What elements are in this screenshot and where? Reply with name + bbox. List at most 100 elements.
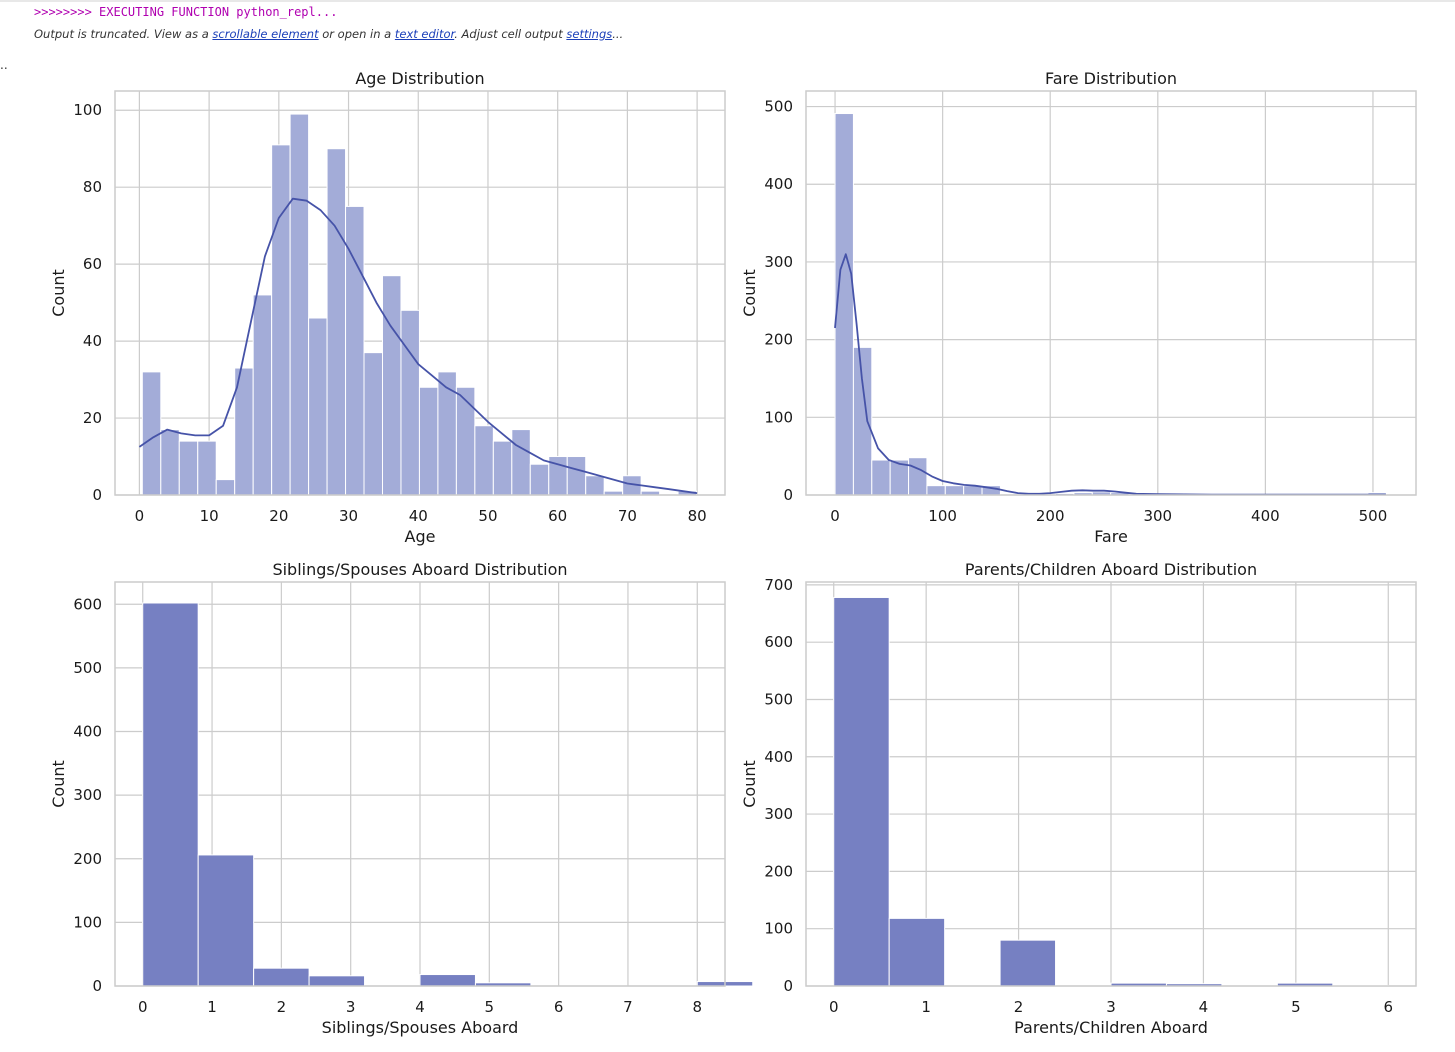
chart-1-x-tick-label: 30 xyxy=(339,507,358,525)
settings-link[interactable]: settings xyxy=(566,27,613,41)
chart-3-y-tick-label: 500 xyxy=(73,659,102,677)
chart-1-histogram-bar xyxy=(141,371,162,496)
notice-mid2: . Adjust cell output xyxy=(454,27,567,41)
chart-1-x-axis-label: Age xyxy=(405,527,436,546)
scrollable-element-link[interactable]: scrollable element xyxy=(212,27,319,41)
chart-2-y-tick-label: 400 xyxy=(764,175,793,193)
text-editor-link[interactable]: text editor xyxy=(394,27,455,41)
executing-function-line: >>>>>>>> EXECUTING FUNCTION python_repl.… xyxy=(34,5,338,19)
chart-3-x-tick-label: 8 xyxy=(692,998,702,1016)
chart-3-histogram-bar xyxy=(308,975,366,987)
chart-4-y-tick-label: 300 xyxy=(764,805,793,823)
chart-1-x-tick-label: 60 xyxy=(548,507,567,525)
chart-1-histogram-bar xyxy=(585,475,605,496)
chart-1-histogram-bar xyxy=(529,463,550,496)
chart-4-y-tick-label: 400 xyxy=(764,748,793,766)
chart-1-histogram-bar xyxy=(160,429,180,496)
chart-3-y-tick-label: 100 xyxy=(73,913,102,931)
chart-4-histogram-bar xyxy=(888,917,946,987)
chart-2-plot-frame xyxy=(805,90,1417,496)
chart-1-x-tick-label: 80 xyxy=(688,507,707,525)
chart-4-x-tick-label: 6 xyxy=(1383,998,1393,1016)
chart-2-histogram-bar xyxy=(908,457,928,496)
chart-2-x-tick-label: 400 xyxy=(1251,507,1280,525)
chart-2-x-tick-label: 300 xyxy=(1143,507,1172,525)
chart-4-y-tick-label: 100 xyxy=(764,920,793,938)
chart-3-y-tick-label: 200 xyxy=(73,850,102,868)
chart-1-histogram-bar xyxy=(178,440,199,496)
notice-mid: or open in a xyxy=(318,27,395,41)
chart-3-y-tick-label: 0 xyxy=(92,977,102,995)
chart-2-y-axis-label: Count xyxy=(740,269,759,317)
chart-1-y-tick-label: 20 xyxy=(83,409,102,427)
chart-1-y-tick-label: 100 xyxy=(73,101,102,119)
chart-1-y-tick-label: 40 xyxy=(83,332,102,350)
chart-1-x-tick-label: 40 xyxy=(409,507,428,525)
chart-1-y-axis-label: Count xyxy=(49,269,68,317)
chart-1-x-tick-label: 20 xyxy=(269,507,288,525)
output-truncated-notice: Output is truncated. View as a scrollabl… xyxy=(34,27,623,41)
chart-4-x-tick-label: 4 xyxy=(1199,998,1209,1016)
chart-1-y-tick-label: 0 xyxy=(92,486,102,504)
chart-4-y-tick-label: 500 xyxy=(764,690,793,708)
chart-1-histogram-bar xyxy=(566,456,587,496)
chart-1-histogram-bar xyxy=(437,371,457,496)
chart-2-histogram-bar xyxy=(852,346,873,496)
chart-1-histogram-bar xyxy=(381,275,402,496)
chart-2-histogram-bar xyxy=(926,485,946,496)
chart-1-histogram-bar xyxy=(289,113,310,496)
chart-1-histogram-bar xyxy=(492,440,513,496)
chart-3-x-tick-label: 0 xyxy=(138,998,148,1016)
chart-2-y-tick-label: 0 xyxy=(783,486,793,504)
chart-3-title: Siblings/Spouses Aboard Distribution xyxy=(272,560,567,579)
chart-2-y-tick-label: 500 xyxy=(764,98,793,116)
chart-3-x-tick-label: 3 xyxy=(346,998,356,1016)
chart-1-title: Age Distribution xyxy=(355,69,484,88)
chart-4-x-axis-label: Parents/Children Aboard xyxy=(1014,1018,1208,1037)
chart-1-histogram-bar xyxy=(400,309,420,496)
chart-1-histogram-bar xyxy=(418,386,439,496)
chart-3-x-tick-label: 5 xyxy=(485,998,495,1016)
chart-4-title: Parents/Children Aboard Distribution xyxy=(965,560,1257,579)
chart-3-x-tick-label: 6 xyxy=(554,998,564,1016)
chart-2-y-tick-label: 100 xyxy=(764,408,793,426)
chart-2-x-tick-label: 100 xyxy=(928,507,957,525)
chart-3-y-tick-label: 300 xyxy=(73,786,102,804)
chart-1-histogram-bar xyxy=(511,429,531,496)
chart-1-histogram-bar xyxy=(197,440,217,496)
chart-1-histogram-bar xyxy=(252,294,273,496)
chart-3-histogram-bar xyxy=(253,967,310,987)
chart-4-histogram-bar xyxy=(833,596,890,987)
notice-suffix: ... xyxy=(612,27,624,41)
chart-3-histogram-bar xyxy=(197,854,255,987)
chart-3-x-axis-label: Siblings/Spouses Aboard xyxy=(322,1018,519,1037)
chart-1-x-tick-label: 0 xyxy=(135,507,145,525)
chart-1-x-tick-label: 50 xyxy=(478,507,497,525)
chart-4-x-tick-label: 5 xyxy=(1291,998,1301,1016)
output-ellipsis: .. xyxy=(0,58,8,72)
chart-3-x-tick-label: 4 xyxy=(415,998,425,1016)
chart-1-histogram-bar xyxy=(308,317,328,496)
chart-1-x-tick-label: 70 xyxy=(618,507,637,525)
chart-3-x-tick-label: 2 xyxy=(277,998,287,1016)
chart-1-plot-frame xyxy=(114,90,726,496)
chart-1-y-tick-label: 80 xyxy=(83,178,102,196)
chart-1-histogram-bar xyxy=(455,386,476,496)
chart-2-y-tick-label: 300 xyxy=(764,253,793,271)
chart-2-kde-line xyxy=(834,253,1386,496)
chart-2-x-axis-label: Fare xyxy=(1094,527,1128,546)
chart-1-histogram-bar xyxy=(363,352,383,496)
chart-4-x-tick-label: 2 xyxy=(1014,998,1024,1016)
chart-1-histogram-bar xyxy=(271,144,291,496)
chart-3-y-tick-label: 600 xyxy=(73,595,102,613)
chart-3-plot-frame xyxy=(114,581,726,987)
chart-4-x-tick-label: 1 xyxy=(921,998,931,1016)
chart-3-x-tick-label: 1 xyxy=(207,998,217,1016)
chart-3-y-tick-label: 400 xyxy=(73,723,102,741)
chart-3-histogram-bar xyxy=(419,974,476,987)
chart-4-y-axis-label: Count xyxy=(740,760,759,808)
chart-2-x-tick-label: 200 xyxy=(1036,507,1065,525)
chart-2-x-tick-label: 0 xyxy=(830,507,840,525)
chart-1-kde-line xyxy=(138,197,698,494)
